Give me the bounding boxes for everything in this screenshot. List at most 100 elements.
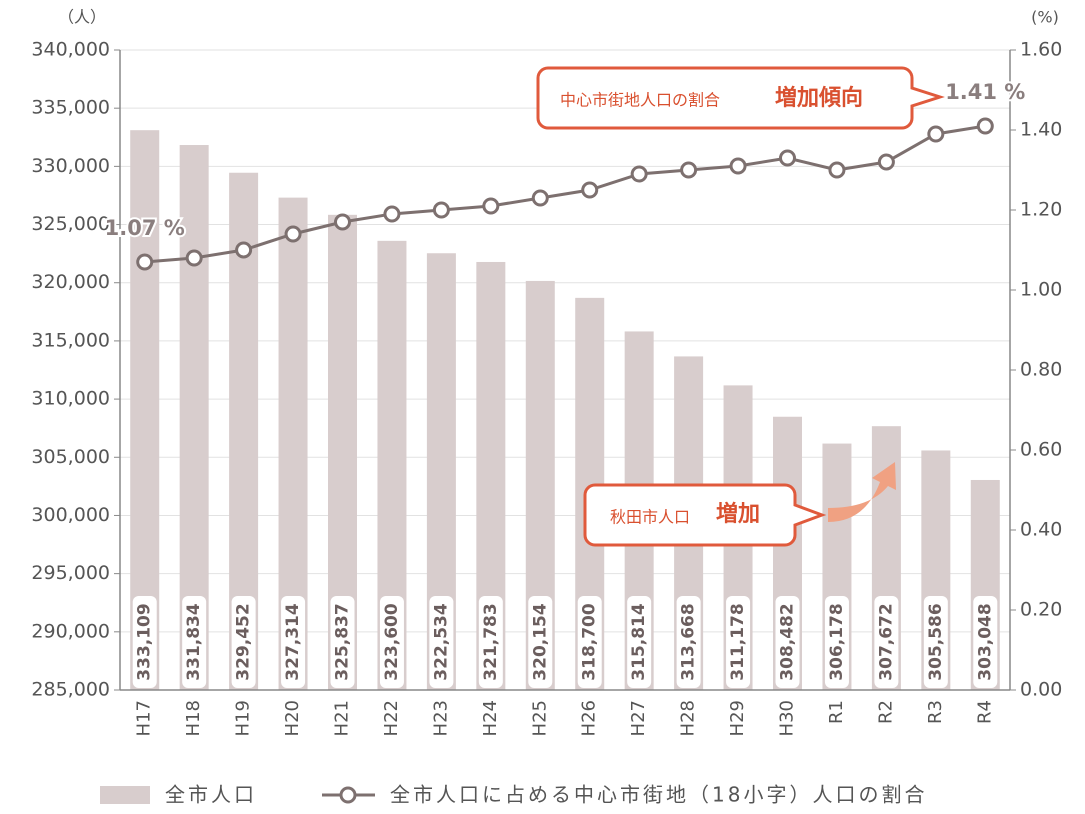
y2-tick-label: 0.60	[1020, 439, 1062, 461]
trend-arrow	[828, 462, 896, 522]
value-label: 327,314	[283, 603, 303, 681]
line-marker	[828, 161, 846, 179]
annotation-text: 中心市街地人口の割合	[560, 91, 720, 110]
annotation-emphasis: 増加傾向	[775, 85, 863, 111]
value-label: 331,834	[184, 603, 204, 681]
value-label: 321,783	[481, 603, 501, 680]
y-tick-label: 335,000	[31, 97, 110, 119]
value-label-bg	[379, 596, 404, 688]
value-label-bg	[824, 596, 849, 688]
line-marker	[136, 253, 154, 271]
value-label: 318,700	[580, 603, 600, 681]
value-label: 306,178	[827, 603, 847, 680]
y-tick-label: 320,000	[31, 271, 110, 293]
x-tick-label: H23	[430, 700, 451, 736]
x-tick-label: R4	[974, 700, 995, 724]
line-marker	[779, 149, 796, 167]
y-tick-label: 295,000	[31, 562, 110, 584]
x-tick-label: H21	[332, 700, 353, 736]
value-label-bg	[528, 596, 553, 688]
value-label: 320,154	[530, 603, 550, 681]
y2-tick-label: 1.40	[1020, 119, 1062, 141]
y-tick-label: 300,000	[31, 504, 110, 526]
y2-tick-label: 0.80	[1020, 359, 1062, 381]
value-label-bg	[577, 596, 602, 688]
line-marker	[581, 181, 599, 199]
value-label-bg	[923, 596, 948, 688]
legend-label: 全市人口に占める中心市街地（18小字）人口の割合	[390, 783, 927, 807]
x-tick-label: H25	[529, 700, 550, 736]
value-label: 1.41 %	[945, 80, 1025, 104]
value-label-bg	[429, 596, 454, 688]
x-tick-label: R3	[925, 700, 946, 724]
line-marker	[383, 205, 401, 223]
line-series: 1.07 % 1.41 %	[103, 78, 1027, 271]
y2-axis-unit: (%)	[1031, 8, 1059, 27]
value-label: 305,586	[926, 603, 946, 680]
line-marker	[927, 125, 945, 143]
line-marker	[630, 165, 648, 183]
value-label: 308,482	[778, 603, 798, 680]
x-tick-label: H18	[183, 700, 204, 736]
line-marker	[334, 213, 351, 231]
y-axis-unit: （人）	[58, 8, 106, 27]
y-tick-label: 310,000	[31, 388, 110, 410]
value-label-bg	[330, 596, 355, 688]
value-label-bg	[676, 596, 701, 688]
y-tick-label: 340,000	[31, 39, 110, 61]
x-tick-label: H20	[282, 700, 303, 736]
line-marker	[432, 201, 450, 219]
value-label: 315,814	[629, 603, 649, 681]
x-tick-label: H28	[678, 700, 699, 736]
value-label: 329,452	[234, 603, 254, 680]
annotation-box	[583, 483, 827, 547]
value-label: 311,178	[728, 603, 748, 680]
value-label-bg	[478, 596, 503, 688]
annotation-emphasis: 増加	[716, 501, 760, 527]
legend-label: 全市人口	[165, 783, 257, 807]
value-label-bg	[726, 596, 751, 688]
y2-tick-label: 0.00	[1020, 679, 1062, 701]
value-label-bg	[281, 596, 306, 688]
bars: 333,109 331,834 329,452 327,314 325,837 323,6…	[130, 130, 1000, 691]
annotation-text: 秋田市人口	[610, 508, 690, 527]
annotation-box	[536, 66, 945, 130]
x-tick-label: H26	[579, 700, 600, 736]
x-tick-label: H30	[777, 700, 798, 736]
value-label-bg	[973, 596, 998, 688]
y2-tick-label: 0.20	[1020, 599, 1062, 621]
y2-tick-label: 0.40	[1020, 519, 1062, 541]
line	[144, 124, 986, 264]
value-label: 322,534	[431, 603, 451, 681]
line-marker	[185, 249, 203, 267]
y2-tick-label: 1.60	[1020, 39, 1062, 61]
y2-tick-label: 1.20	[1020, 199, 1062, 221]
legend-marker	[339, 786, 357, 804]
line-marker	[531, 189, 549, 207]
value-label-bg	[132, 596, 157, 688]
value-label: 303,048	[975, 603, 995, 680]
value-label: 333,109	[135, 603, 155, 680]
line-marker	[284, 225, 302, 243]
value-label: 313,668	[679, 603, 699, 680]
value-label-bg	[627, 596, 652, 688]
value-label-bg	[874, 596, 899, 688]
value-label: 307,672	[876, 603, 896, 680]
x-tick-label: R2	[875, 700, 896, 724]
value-label-bg	[182, 596, 207, 688]
x-tick-label: R1	[826, 700, 847, 724]
line-marker	[976, 117, 994, 135]
y-tick-label: 305,000	[31, 446, 110, 468]
line-marker	[680, 161, 698, 179]
x-tick-label: H19	[233, 700, 254, 736]
line-marker	[482, 197, 500, 215]
line-marker	[729, 157, 747, 175]
y-tick-label: 285,000	[31, 679, 110, 701]
value-label: 1.07 %	[105, 216, 185, 240]
value-label-bg	[775, 596, 800, 688]
x-tick-label: H27	[628, 700, 649, 736]
y-tick-label: 315,000	[31, 329, 110, 351]
line-marker	[877, 153, 895, 171]
x-tick-label: H24	[480, 700, 501, 736]
